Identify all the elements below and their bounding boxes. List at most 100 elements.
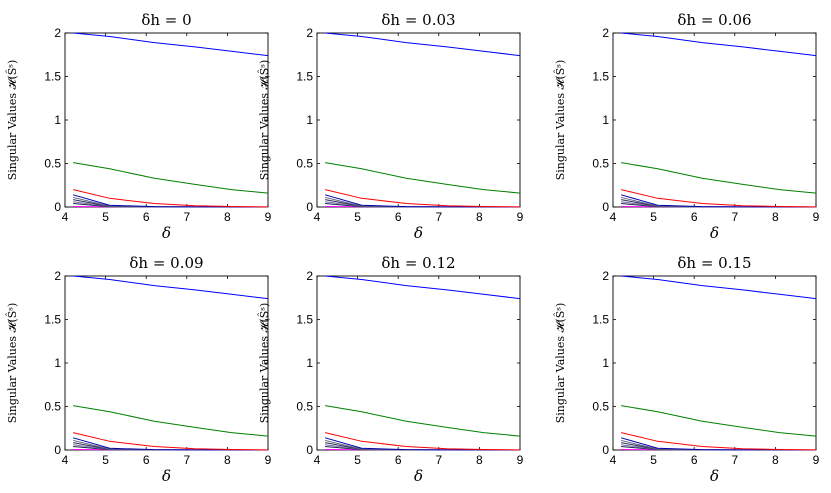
subplot-3: 4 5 6 7 8 9 0 0.5 1 1.5 2 δh = 0.06 δ Singular Values… [553,11,820,242]
axes-box [64,32,269,208]
y-tick-label: 0 [306,443,313,457]
x-tick-label: 9 [813,210,820,224]
x-tick-label: 5 [102,210,109,224]
y-tick-label: 0.5 [44,157,61,171]
y-tick-label: 2 [306,269,313,283]
x-tick-label: 7 [731,453,738,467]
x-tick-label: 9 [813,453,820,467]
series-line-sv2 [621,162,817,194]
series-line-sv2 [325,162,521,194]
axes-box [316,275,521,451]
x-tick-label: 8 [224,453,231,467]
y-tick-label: 1 [54,113,61,127]
y-tick-label: 2 [54,26,61,40]
x-axis-label: δ [162,467,171,485]
y-tick-label: 0 [54,200,61,214]
axes-box [612,32,817,208]
x-tick-label: 9 [265,210,272,224]
x-tick-label: 4 [62,453,69,467]
x-tick-label: 6 [143,210,150,224]
subplot-2: 4 5 6 7 8 9 0 0.5 1 1.5 2 δh = 0.03 δ Singular Values… [257,11,524,242]
series-line-sv2 [73,405,269,437]
y-tick-label: 0 [306,200,313,214]
x-axis-label: δ [710,467,719,485]
y-tick-label: 0.5 [296,400,313,414]
x-tick-label: 7 [183,453,190,467]
x-tick-label: 7 [183,210,190,224]
axes-box [316,32,521,208]
x-tick-label: 7 [731,210,738,224]
subplot-4: 4 5 6 7 8 9 0 0.5 1 1.5 2 δh = 0.09 δ Singular Values… [5,254,272,485]
x-axis-label: δ [414,224,423,242]
axes-box [64,275,269,451]
series-line-sv3 [325,432,521,451]
y-tick-label: 1 [54,356,61,370]
x-tick-label: 6 [691,453,698,467]
x-tick-label: 6 [395,210,402,224]
x-tick-label: 4 [610,210,617,224]
y-axis-label: Singular Values 𝓗(Ŝˢ) [553,60,567,181]
subplot-title: δh = 0.15 [677,254,751,272]
x-tick-label: 9 [265,453,272,467]
x-tick-label: 8 [476,210,483,224]
x-tick-label: 6 [691,210,698,224]
y-axis-label: Singular Values 𝓗(Ŝˢ) [553,303,567,424]
series-line-sv1 [73,32,269,57]
x-tick-label: 5 [650,453,657,467]
series-line-sv3 [325,189,521,208]
y-tick-label: 1 [602,113,609,127]
y-tick-label: 2 [306,26,313,40]
x-tick-label: 5 [102,453,109,467]
y-axis-label: Singular Values 𝓗(Ŝˢ) [5,60,19,181]
series-line-sv1 [621,275,817,300]
series-line-sv2 [621,405,817,437]
series-line-sv3 [73,189,269,208]
y-tick-label: 2 [602,26,609,40]
x-tick-label: 6 [143,453,150,467]
y-tick-label: 0 [602,443,609,457]
x-tick-label: 8 [772,210,779,224]
series-line-sv2 [325,405,521,437]
subplot-1: 4 5 6 7 8 9 0 0.5 1 1.5 2 δh = 0 δ Singular Values 𝓗(… [5,11,272,242]
series-line-sv1 [621,32,817,57]
y-tick-label: 0.5 [296,157,313,171]
x-tick-label: 5 [650,210,657,224]
series-line-sv3 [621,189,817,208]
y-tick-label: 1.5 [592,313,609,327]
y-tick-label: 0.5 [592,157,609,171]
y-axis-label: Singular Values 𝓗(Ŝˢ) [257,303,271,424]
x-tick-label: 7 [435,210,442,224]
y-tick-label: 1.5 [296,313,313,327]
x-tick-label: 4 [610,453,617,467]
subplot-5: 4 5 6 7 8 9 0 0.5 1 1.5 2 δh = 0.12 δ Singular Values… [257,254,524,485]
x-tick-label: 4 [314,453,321,467]
x-tick-label: 5 [354,210,361,224]
x-tick-label: 7 [435,453,442,467]
subplot-title: δh = 0 [141,11,191,29]
y-tick-label: 0 [54,443,61,457]
x-tick-label: 9 [517,453,524,467]
series-line-sv1 [325,32,521,57]
y-tick-label: 2 [54,269,61,283]
y-tick-label: 1 [306,356,313,370]
x-axis-label: δ [162,224,171,242]
subplot-title: δh = 0.09 [129,254,203,272]
x-tick-label: 8 [772,453,779,467]
y-tick-label: 2 [602,269,609,283]
x-tick-label: 6 [395,453,402,467]
y-tick-label: 0 [602,200,609,214]
subplot-6: 4 5 6 7 8 9 0 0.5 1 1.5 2 δh = 0.15 δ Singular Values… [553,254,820,485]
subplot-title: δh = 0.03 [381,11,455,29]
series-line-sv1 [73,275,269,300]
y-axis-label: Singular Values 𝓗(Ŝˢ) [5,303,19,424]
subplot-title: δh = 0.12 [381,254,455,272]
x-tick-label: 8 [224,210,231,224]
x-tick-label: 5 [354,453,361,467]
x-axis-label: δ [710,224,719,242]
series-line-sv2 [73,162,269,194]
x-tick-label: 9 [517,210,524,224]
y-axis-label: Singular Values 𝓗(Ŝˢ) [257,60,271,181]
y-tick-label: 1.5 [44,313,61,327]
y-tick-label: 1 [306,113,313,127]
